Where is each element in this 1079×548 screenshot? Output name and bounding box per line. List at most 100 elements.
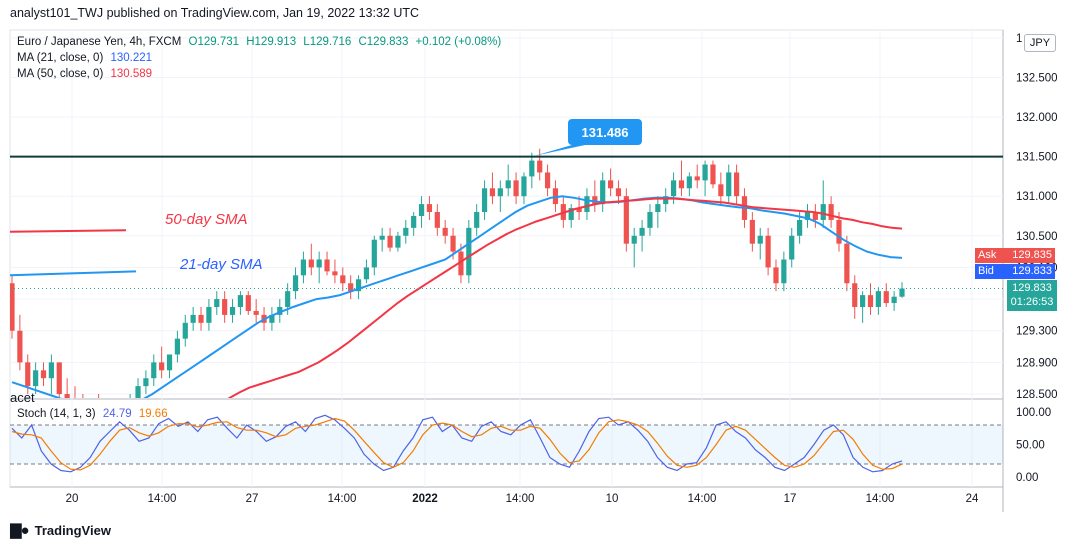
- candle: [245, 291, 251, 315]
- footer-brand[interactable]: ▇● TradingView: [10, 521, 111, 539]
- stoch-tick-label: 50.00: [1016, 440, 1045, 452]
- time-tick-label: 20: [66, 493, 79, 505]
- candle-body: [474, 212, 480, 228]
- ohlc-open: O129.731: [188, 36, 240, 48]
- candle: [332, 259, 338, 284]
- ma21-label: MA (21, close, 0): [17, 52, 104, 64]
- time-tick-label: 14:00: [506, 493, 535, 505]
- candle: [718, 172, 724, 205]
- candle-body: [434, 212, 440, 228]
- candle: [568, 204, 574, 228]
- candle: [489, 172, 496, 205]
- candle: [828, 196, 834, 228]
- ma21-value: 130.221: [110, 52, 153, 64]
- candle-body: [159, 362, 165, 371]
- candle-body: [229, 306, 236, 315]
- candle: [607, 168, 614, 197]
- candle: [206, 299, 212, 331]
- ma50-value: 130.589: [110, 68, 153, 80]
- candle-body: [174, 338, 180, 355]
- candle-body: [308, 259, 314, 268]
- candle: [64, 378, 70, 398]
- price-tick-label: 1: [1016, 33, 1022, 45]
- candle: [529, 152, 535, 189]
- candle-body: [710, 164, 716, 185]
- candle-body: [875, 291, 881, 307]
- candle-body: [332, 271, 338, 276]
- candle-body: [655, 204, 661, 213]
- candle: [371, 235, 377, 276]
- ma50-line: [227, 197, 903, 398]
- candle: [426, 196, 433, 220]
- candle-body: [426, 204, 433, 213]
- ma21-left-segment: [10, 270, 137, 277]
- symbol-legend: Euro / Japanese Yen, 4h, FXCM O129.731 H…: [17, 36, 505, 48]
- candle-body: [324, 259, 330, 272]
- bid-tag: Bid 129.833: [975, 264, 1055, 279]
- candle-body: [442, 227, 448, 236]
- time-tick-label: 14:00: [328, 493, 357, 505]
- candle: [229, 299, 236, 323]
- candle-body: [253, 310, 259, 315]
- candle-body: [458, 251, 464, 276]
- candle-body: [639, 227, 645, 236]
- sma21-annotation: 21-day SMA: [179, 256, 263, 273]
- candle-body: [206, 306, 212, 323]
- candle: [639, 219, 645, 252]
- time-tick-label: 14:00: [866, 493, 895, 505]
- candle-body: [497, 188, 503, 197]
- time-tick-label: 14:00: [688, 493, 717, 505]
- candle-body: [529, 160, 535, 177]
- candle: [387, 227, 393, 252]
- candle-body: [355, 279, 362, 292]
- candle-body: [198, 314, 204, 323]
- candle-body: [765, 235, 771, 268]
- candle: [836, 212, 842, 252]
- price-tick-label: 131.000: [1016, 191, 1058, 203]
- candle-body: [151, 362, 157, 379]
- candle-body: [292, 275, 299, 292]
- candle: [253, 299, 259, 323]
- candle: [10, 275, 15, 339]
- candle-body: [694, 176, 700, 181]
- candle: [151, 354, 157, 387]
- candle-body: [521, 176, 527, 197]
- candle-body: [316, 259, 322, 268]
- candle-body: [852, 283, 858, 307]
- candle-body: [812, 212, 818, 220]
- candle-body: [773, 267, 779, 284]
- candle-body: [245, 295, 251, 311]
- peak-callout-box: [568, 119, 642, 145]
- candle-body: [489, 188, 496, 197]
- candle: [190, 306, 196, 331]
- candle-body: [481, 188, 488, 213]
- stoch-d-value: 19.66: [138, 408, 168, 420]
- candle: [899, 282, 905, 298]
- candle: [348, 275, 354, 300]
- candle: [363, 259, 370, 284]
- candle-body: [757, 235, 763, 244]
- candle: [710, 160, 716, 189]
- candle: [647, 204, 653, 236]
- candle: [277, 299, 283, 323]
- stoch-k-value: 24.79: [102, 408, 132, 420]
- candle-countdown: 01:26:53: [1010, 296, 1054, 308]
- candle-body: [466, 227, 472, 276]
- candle: [820, 180, 826, 228]
- candle-body: [182, 322, 188, 339]
- candle: [269, 306, 275, 331]
- stoch-d-line: [11, 417, 903, 471]
- candle-body: [584, 196, 590, 213]
- candle-body: [143, 378, 149, 387]
- candle: [48, 354, 54, 395]
- price-tick-label: 130.500: [1016, 231, 1058, 243]
- candle: [521, 172, 527, 205]
- price-tick-label: 128.900: [1016, 357, 1058, 369]
- currency-button[interactable]: JPY: [1024, 34, 1056, 52]
- candle: [166, 354, 173, 379]
- candle-body: [348, 283, 354, 292]
- time-tick-label: 24: [966, 493, 979, 505]
- symbol-name: Euro / Japanese Yen, 4h, FXCM: [17, 36, 182, 48]
- candle-body: [592, 196, 598, 205]
